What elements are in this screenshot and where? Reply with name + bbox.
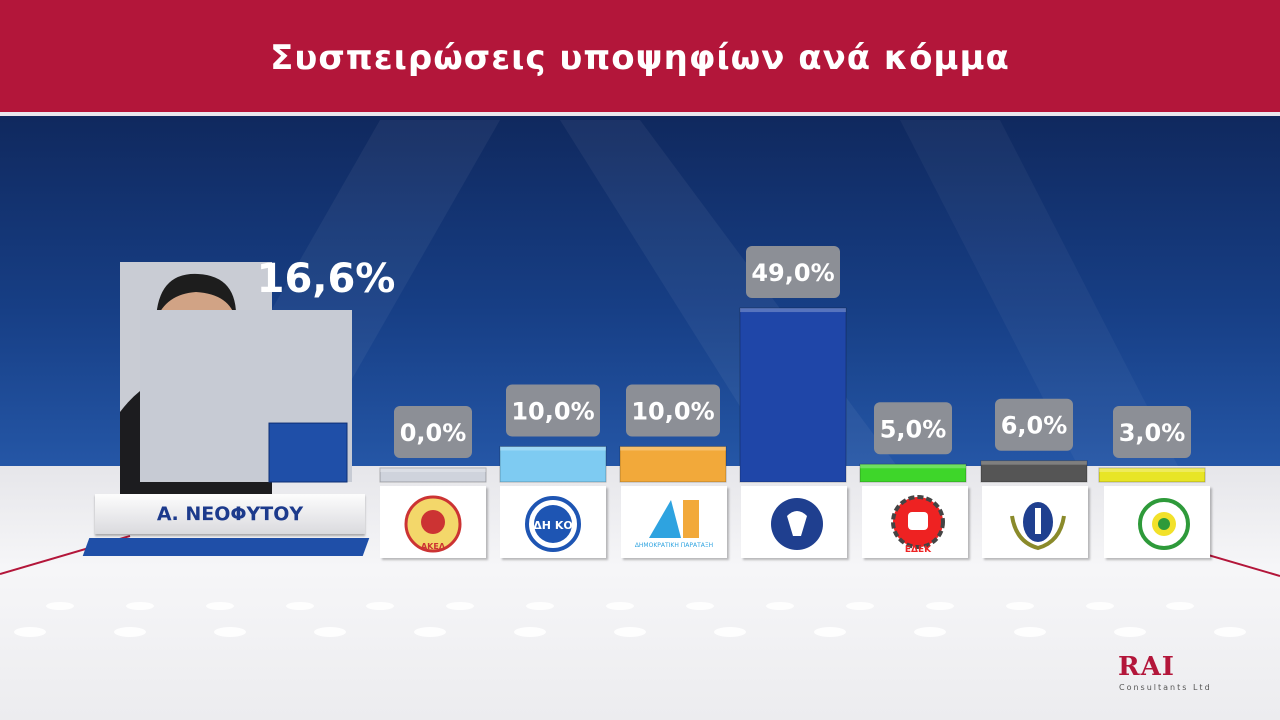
bar-4 (739, 307, 847, 483)
bar-top-2 (500, 446, 606, 451)
disy-logo-icon (741, 486, 847, 558)
brand-subtitle: Consultants Ltd (1119, 683, 1212, 692)
svg-text:ΑΚΕΛ: ΑΚΕΛ (421, 542, 446, 551)
bar-top-3 (620, 446, 726, 451)
akel-logo-icon: ΑΚΕΛ (380, 486, 486, 558)
value-pill-7 (1113, 406, 1191, 458)
value-label-7: 3,0% (1119, 419, 1186, 447)
bar-6 (980, 460, 1088, 483)
bar-top-4 (740, 308, 846, 313)
svg-text:ΔΗΜΟΚΡΑΤΙΚΗ ΠΑΡΑΤΑΞΗ: ΔΗΜΟΚΡΑΤΙΚΗ ΠΑΡΑΤΑΞΗ (635, 542, 713, 549)
candidate-name: Α. ΝΕΟΦΥΤΟΥ (156, 503, 304, 525)
bar-chart: 16,6% 0,0% 10,0% 10,0% 49,0% 5,0% 6,0% 3,0% (140, 246, 1206, 483)
value-label-6: 6,0% (1001, 412, 1068, 440)
bar-top-6 (981, 460, 1087, 465)
bar-top-7 (1099, 468, 1205, 472)
greens-logo-icon (1104, 486, 1210, 558)
value-label-2: 10,0% (511, 398, 594, 426)
svg-text:ΔΗ ΚΟ: ΔΗ ΚΟ (533, 519, 572, 532)
svg-text:ΕΔΕΚ: ΕΔΕΚ (905, 545, 932, 555)
title-banner (0, 0, 1280, 116)
bar-candidate (268, 422, 348, 483)
brand-logo: RAI (1118, 652, 1175, 682)
bar-top-5 (860, 464, 966, 469)
value-pill-5 (874, 402, 952, 455)
value-pill-3 (626, 384, 720, 437)
elam-logo-icon (982, 486, 1088, 558)
page-title: Συσπειρώσεις υποψηφίων ανά κόμμα (270, 38, 1010, 78)
value-pill-4 (746, 246, 840, 299)
bar-7 (1098, 467, 1206, 483)
bar-1 (379, 467, 487, 483)
value-label-5: 5,0% (880, 415, 947, 443)
bar-3 (619, 446, 727, 483)
edek-logo-icon: ΕΔΕΚ (862, 486, 968, 558)
value-pill-2 (506, 384, 600, 437)
diko-logo-icon: ΔΗ ΚΟ (500, 486, 606, 558)
bar-top-1 (380, 468, 486, 472)
value-label-1: 0,0% (400, 419, 467, 447)
candidate-name-plate (95, 494, 365, 534)
dipa-logo-icon: ΔΗΜΟΚΡΑΤΙΚΗ ΠΑΡΑΤΑΞΗ (621, 486, 727, 558)
value-pill-1 (394, 406, 472, 458)
bar-2 (499, 446, 607, 483)
value-label-3: 10,0% (631, 398, 714, 426)
value-label-4: 49,0% (751, 259, 834, 287)
bar-5 (859, 463, 967, 483)
value-label-candidate: 16,6% (257, 256, 396, 302)
value-pill-6 (995, 398, 1073, 451)
